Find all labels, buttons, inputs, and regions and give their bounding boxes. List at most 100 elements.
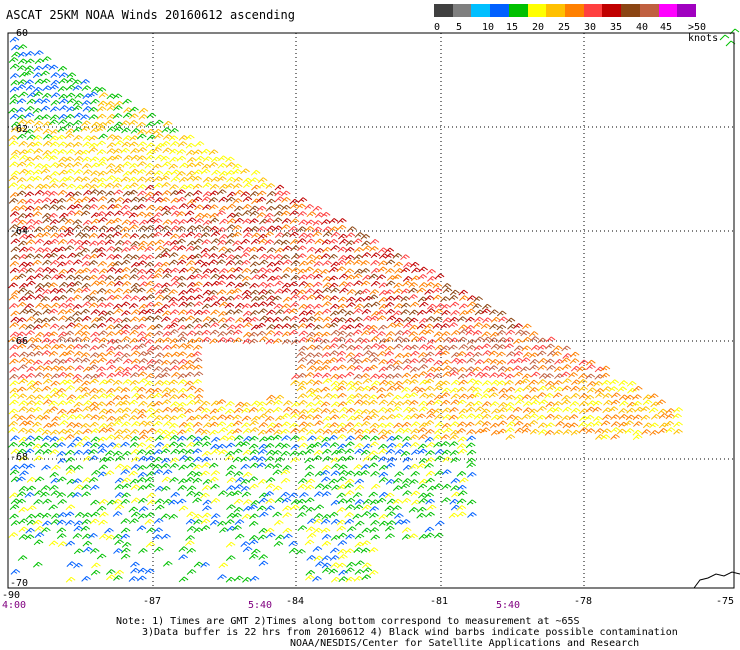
wind-barb	[296, 512, 307, 518]
wind-barb	[257, 301, 268, 308]
wind-barb	[17, 393, 27, 400]
wind-barb	[289, 231, 299, 238]
wind-barb	[265, 498, 276, 505]
wind-barb	[168, 205, 178, 212]
wind-barb	[40, 485, 51, 491]
wind-barb	[153, 415, 164, 421]
wind-barb	[306, 392, 317, 399]
wind-barb	[202, 499, 213, 506]
wind-barb	[610, 399, 621, 406]
wind-barb	[344, 548, 355, 555]
wind-barb	[394, 322, 404, 329]
wind-barb	[49, 436, 60, 443]
wind-barb	[25, 463, 36, 470]
wind-barb	[74, 231, 85, 238]
wind-barb	[64, 511, 75, 518]
wind-barb	[360, 280, 371, 287]
wind-barb	[72, 219, 83, 226]
wind-barb	[168, 499, 178, 506]
wind-barb	[106, 126, 117, 133]
wind-barb	[81, 275, 92, 282]
wind-barb	[42, 140, 53, 147]
wind-barb	[569, 401, 580, 407]
wind-barb	[243, 322, 253, 329]
wind-barb	[472, 387, 482, 393]
wind-barb	[122, 98, 132, 105]
wind-barb	[370, 357, 380, 363]
wind-barb	[537, 385, 548, 392]
wind-barb	[58, 281, 69, 288]
wind-barb	[577, 378, 588, 385]
wind-barb	[386, 358, 397, 365]
wind-barb	[178, 254, 188, 261]
wind-barb	[81, 163, 92, 169]
wind-barb	[353, 409, 364, 415]
wind-barb	[152, 191, 163, 197]
wind-barb	[368, 352, 379, 359]
wind-barb	[153, 546, 164, 553]
wind-barb	[121, 421, 131, 428]
wind-barb	[362, 498, 373, 505]
wind-barb	[330, 261, 341, 268]
wind-barb	[250, 268, 260, 275]
wind-barb	[603, 399, 613, 406]
wind-barb	[65, 92, 76, 99]
wind-barb	[201, 484, 212, 491]
wind-barb	[19, 168, 29, 175]
wind-barb	[162, 170, 173, 177]
wind-barb	[112, 177, 123, 184]
wind-barb	[465, 406, 476, 413]
wind-barb	[81, 484, 91, 491]
wind-barb	[410, 490, 421, 497]
wind-barb	[170, 343, 180, 350]
wind-barb	[48, 155, 58, 162]
wind-barb	[194, 399, 204, 405]
wind-barb	[9, 513, 19, 520]
wind-barb	[392, 498, 403, 505]
wind-barb	[442, 287, 453, 294]
wind-barb	[130, 408, 141, 414]
wind-barb	[208, 462, 219, 469]
wind-barb	[17, 427, 28, 434]
wind-barb	[50, 429, 60, 436]
wind-barb	[65, 142, 75, 148]
wind-barb	[194, 387, 204, 394]
wind-barb	[153, 182, 164, 189]
wind-barb	[578, 386, 588, 392]
wind-barb	[264, 491, 274, 497]
wind-barb	[9, 211, 20, 217]
wind-barb	[57, 65, 68, 72]
wind-barb	[186, 569, 197, 575]
wind-barb	[449, 316, 459, 323]
wind-barb	[153, 301, 163, 308]
wind-barb	[168, 379, 179, 386]
wind-barb	[504, 366, 514, 373]
wind-barb	[416, 413, 426, 420]
wind-barb	[313, 518, 324, 525]
wind-barb	[73, 156, 84, 162]
time-label: 4:00	[2, 600, 27, 611]
wind-barb	[273, 399, 283, 406]
wind-barb	[337, 343, 347, 350]
wind-barb	[322, 246, 332, 253]
wind-barb	[322, 484, 332, 491]
wind-barb	[336, 385, 347, 392]
wind-barb	[145, 142, 156, 149]
wind-barb	[314, 428, 325, 435]
wind-barb	[105, 324, 116, 331]
wind-barb	[154, 253, 165, 260]
wind-barb	[434, 421, 445, 428]
wind-barb	[432, 408, 443, 415]
wind-barb	[600, 420, 611, 427]
wind-barb	[337, 308, 347, 315]
wind-barb	[73, 548, 84, 555]
wind-barb	[18, 518, 29, 525]
wind-barb	[433, 483, 444, 490]
wind-barb	[362, 567, 373, 574]
wind-barb	[160, 513, 171, 520]
wind-barb	[394, 385, 405, 391]
wind-barb	[393, 317, 404, 324]
wind-barb	[312, 231, 323, 237]
wind-barb	[192, 169, 203, 176]
wind-barb	[360, 288, 371, 295]
